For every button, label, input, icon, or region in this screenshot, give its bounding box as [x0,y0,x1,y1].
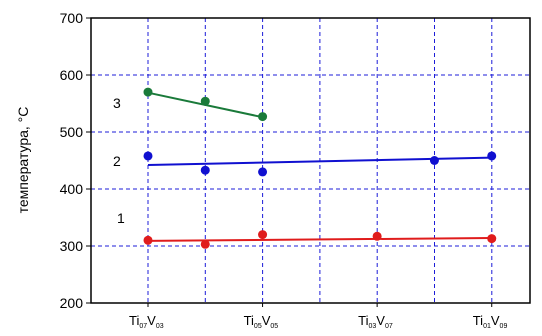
series-1-point [143,235,153,245]
y-tick-label: 700 [60,10,84,26]
y-tick-label: 300 [60,238,84,254]
series-2-point [429,156,439,165]
series-2: 2 [113,151,497,177]
x-tick-label: Ti07V03 [129,313,164,330]
y-axis-ticks: 200 300 400 500 600 700 [60,10,91,311]
series-1-point [258,230,268,240]
series-3-point [143,87,153,97]
series-2-point [487,151,497,161]
x-tick-label: Ti05V05 [244,313,279,330]
series-2-label: 2 [113,153,121,169]
x-tick-label: Ti01V09 [473,313,508,330]
y-tick-label: 400 [60,181,84,197]
series-2-point [143,151,153,161]
y-tick-label: 600 [60,67,84,83]
series-2-point [258,167,268,177]
x-axis-ticks: Ti07V03 Ti05V05 Ti03V07 Ti01V09 [129,303,507,330]
series-1: 1 [117,210,497,249]
y-tick-label: 500 [60,124,84,140]
series-3: 3 [113,87,268,122]
gridlines [91,18,530,303]
series-1-point [372,231,382,241]
series-1-point [487,234,497,244]
series-1-point [200,239,210,249]
plot-frame [90,17,531,304]
series-3-point [200,96,210,106]
y-tick-label: 200 [60,295,84,311]
x-tick-label: Ti03V07 [358,313,393,330]
series-1-label: 1 [117,210,125,226]
series-3-point [258,112,268,122]
series-3-label: 3 [113,95,121,111]
series-1-trendline [147,237,492,242]
series-layer: 1 2 3 [113,87,497,249]
series-2-point [200,165,210,175]
y-axis-label: температура, °C [15,107,31,214]
